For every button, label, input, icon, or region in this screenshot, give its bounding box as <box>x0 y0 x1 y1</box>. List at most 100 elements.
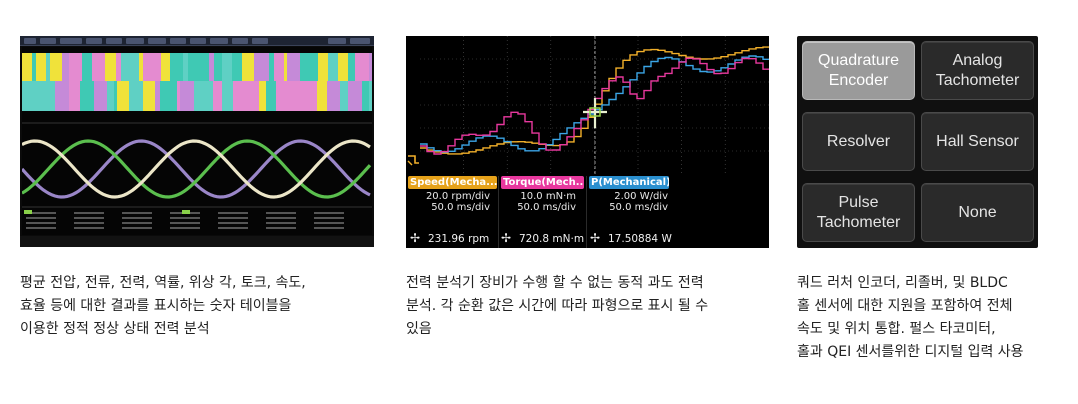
caption-line: 분석. 각 순환 값은 시간에 따라 파형으로 표시 될 수 <box>406 298 709 314</box>
pwm-block <box>218 81 222 111</box>
menu-item[interactable] <box>60 38 82 44</box>
table-cell <box>26 212 56 214</box>
pwm-block <box>160 81 177 111</box>
pwm-block <box>183 53 188 81</box>
waveform-plot <box>420 36 769 174</box>
channel-speed-label[interactable]: Speed(Mecha... <box>408 176 497 189</box>
pwm-block <box>226 53 232 81</box>
pwm-block <box>348 53 355 81</box>
resolver-button[interactable]: Resolver <box>802 112 915 171</box>
pwm-block <box>249 81 259 111</box>
caption-static-analysis: 평균 전압, 전류, 전력, 역률, 위상 각, 토크, 속도, 효율 등에 대… <box>20 272 306 341</box>
table-cell <box>74 217 104 219</box>
table-cell <box>74 227 104 229</box>
pwm-block <box>369 81 372 111</box>
pwm-block <box>80 81 88 111</box>
table-cell <box>74 212 104 214</box>
encoder-selection-panel: Quadrature Encoder Analog Tachometer Resol… <box>797 36 1038 248</box>
pwm-block <box>82 53 92 81</box>
button-label: Hall Sensor <box>936 132 1019 150</box>
table-cell <box>74 222 104 224</box>
pwm-block <box>270 81 276 111</box>
table-cell <box>26 217 56 219</box>
menu-item[interactable] <box>328 38 346 44</box>
pwm-block <box>180 81 194 111</box>
pwm-block <box>348 81 362 111</box>
scope-waveform-display <box>22 47 372 235</box>
pulse-tachometer-button[interactable]: Pulse Tachometer <box>802 183 915 242</box>
pwm-block <box>233 81 249 111</box>
menu-item[interactable] <box>24 38 36 44</box>
time-scale: 50.0 ms/div <box>609 202 668 213</box>
pwm-block <box>32 53 36 81</box>
button-label: Encoder <box>828 71 889 89</box>
channel-power-label[interactable]: P(Mechanical) <box>589 176 669 189</box>
menu-item[interactable] <box>106 38 122 44</box>
pwm-block <box>269 53 274 81</box>
pwm-block <box>22 53 32 81</box>
pwm-block <box>22 81 38 111</box>
button-label: Analog <box>952 51 1003 69</box>
pwm-block <box>338 53 348 81</box>
crosshair-cursor-icon <box>583 98 607 128</box>
table-cell <box>122 212 152 214</box>
pwm-block <box>330 81 340 111</box>
menu-item[interactable] <box>86 38 102 44</box>
crosshair-marker <box>589 107 601 117</box>
button-label: Resolver <box>826 132 891 150</box>
pwm-block <box>105 53 116 81</box>
pwm-block <box>121 53 139 81</box>
pwm-block <box>55 81 69 111</box>
button-label: Quadrature <box>818 51 899 69</box>
pwm-block <box>328 53 338 81</box>
pwm-block <box>117 81 129 111</box>
quadrature-encoder-button[interactable]: Quadrature Encoder <box>802 41 915 100</box>
table-cell <box>266 222 296 224</box>
table-cell <box>218 227 248 229</box>
caption-line: 이용한 정적 정상 상태 전력 분석 <box>20 321 210 337</box>
divider <box>586 176 587 248</box>
pwm-block <box>62 53 69 81</box>
caption-line: 효율 등에 대한 결과를 표시하는 숫자 테이블을 <box>20 298 292 314</box>
none-button[interactable]: None <box>921 183 1034 242</box>
table-cell <box>314 222 344 224</box>
vertical-scale: 2.00 W/div <box>614 191 668 202</box>
static-power-analysis-screenshot <box>20 36 374 247</box>
pwm-block <box>129 81 133 111</box>
pwm-block <box>170 53 183 81</box>
menu-item[interactable] <box>40 38 56 44</box>
pwm-block <box>114 81 117 111</box>
pwm-block <box>300 53 318 81</box>
pwm-block <box>207 81 213 111</box>
caption-line: 속도 및 위치 통합. 펄스 타코미터, <box>797 321 996 337</box>
pwm-block <box>287 53 300 81</box>
pwm-block <box>355 53 369 81</box>
table-cell <box>170 222 200 224</box>
menu-item[interactable] <box>232 38 248 44</box>
menu-item[interactable] <box>148 38 166 44</box>
table-cell <box>122 217 152 219</box>
table-cell <box>26 222 56 224</box>
caption-line: 있음 <box>406 321 432 337</box>
button-label: Tachometer <box>816 213 901 231</box>
pwm-block <box>232 53 242 81</box>
pwm-block <box>92 53 105 81</box>
table-cell <box>314 217 344 219</box>
menu-item[interactable] <box>210 38 228 44</box>
menu-item[interactable] <box>170 38 186 44</box>
speed-scale: 20.0 rpm/div 50.0 ms/div <box>410 191 490 213</box>
pwm-block <box>242 53 254 81</box>
sine-waveform <box>22 139 371 199</box>
menu-item[interactable] <box>252 38 268 44</box>
vertical-scale: 20.0 rpm/div <box>425 191 490 202</box>
analog-tachometer-button[interactable]: Analog Tachometer <box>921 41 1034 100</box>
hall-sensor-button[interactable]: Hall Sensor <box>921 112 1034 171</box>
button-label: Pulse <box>838 193 879 211</box>
scope-menu-bar <box>20 36 374 46</box>
menu-item[interactable] <box>126 38 144 44</box>
menu-item[interactable] <box>350 38 370 44</box>
time-scale: 50.0 ms/div <box>517 202 576 213</box>
menu-item[interactable] <box>190 38 206 44</box>
channel-torque-label[interactable]: Torque(Mech... <box>501 176 584 189</box>
divider <box>498 176 499 248</box>
